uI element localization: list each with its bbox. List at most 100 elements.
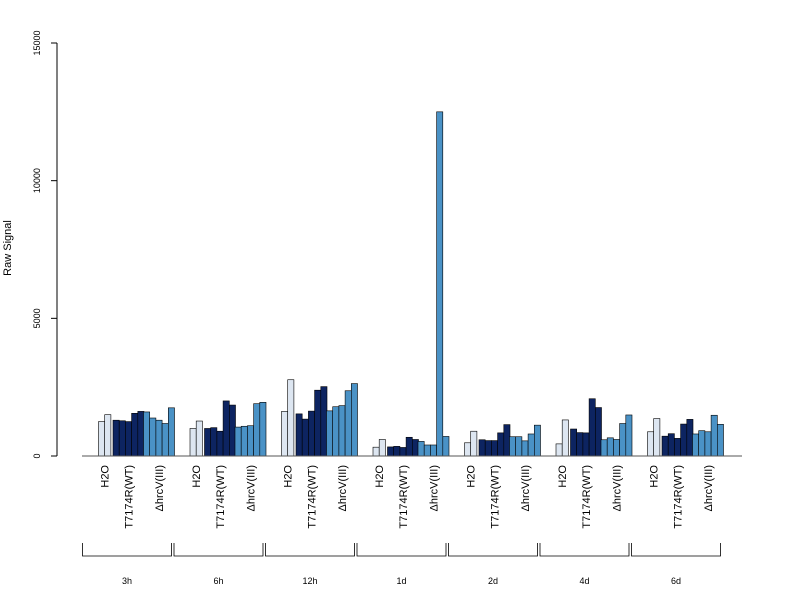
bar	[222, 400, 230, 457]
bar	[647, 431, 654, 457]
bar	[680, 423, 688, 457]
bar	[588, 398, 596, 457]
bar	[259, 402, 267, 457]
bar	[484, 440, 492, 457]
bar	[423, 444, 431, 457]
group-label: ΔhrcV(III)	[429, 465, 441, 511]
group-label: ΔhrcV(III)	[703, 465, 715, 511]
bar	[104, 414, 112, 457]
group-label: T7174R(WT)	[398, 465, 410, 529]
bar	[521, 440, 529, 457]
bar	[527, 433, 535, 457]
bar	[436, 111, 444, 457]
time-bracket	[539, 543, 630, 557]
bar	[698, 430, 706, 457]
time-label: 6d	[671, 576, 681, 586]
group-label: ΔhrcV(III)	[337, 465, 349, 511]
bar	[393, 446, 401, 457]
time-label: 12h	[302, 576, 317, 586]
time-bracket	[82, 543, 172, 557]
bar	[301, 418, 309, 457]
y-axis: 0 5000 10000 15000	[32, 30, 58, 459]
bar	[240, 425, 248, 457]
bar	[314, 389, 322, 457]
bar	[716, 424, 724, 457]
group-labels: H2O T7174R(WT) ΔhrcV(III) H2O T7174R(WT) Δhrc…	[100, 465, 715, 529]
bar	[509, 436, 516, 457]
bar	[625, 414, 633, 457]
bar	[168, 407, 175, 457]
bar	[287, 379, 295, 457]
bars	[98, 111, 724, 457]
bar	[417, 441, 425, 457]
bar	[326, 410, 333, 457]
bar	[378, 439, 386, 457]
time-label: 6h	[213, 576, 223, 586]
bar	[613, 439, 620, 457]
group-label: ΔhrcV(III)	[246, 465, 258, 511]
bar	[478, 439, 486, 457]
bar	[204, 428, 211, 457]
bar	[576, 432, 584, 457]
bar	[411, 439, 419, 457]
group-label: ΔhrcV(III)	[520, 465, 532, 511]
bar	[229, 404, 236, 457]
bar	[667, 433, 675, 457]
bar	[430, 444, 437, 457]
bar	[320, 386, 328, 457]
bar	[137, 411, 145, 457]
bar	[464, 442, 471, 457]
group-label: H2O	[283, 465, 295, 488]
bar	[387, 446, 394, 457]
bar	[253, 403, 261, 457]
bar	[399, 447, 407, 457]
bar	[561, 419, 569, 457]
time-brackets: 3h 6h 12h 1d 2d 4d 6d	[82, 543, 721, 586]
y-tick-label: 10000	[32, 168, 42, 193]
bar	[372, 446, 380, 457]
bar	[619, 423, 627, 457]
bar	[491, 440, 498, 457]
y-tick-label: 0	[32, 453, 42, 458]
time-bracket	[631, 543, 721, 557]
group-label: T7174R(WT)	[215, 465, 227, 529]
bar	[189, 428, 197, 457]
group-label: H2O	[466, 465, 478, 488]
bar	[533, 424, 541, 457]
bar	[247, 425, 254, 457]
time-label: 4d	[579, 576, 589, 586]
bar	[600, 439, 608, 457]
group-label: H2O	[649, 465, 661, 488]
bar	[98, 421, 105, 457]
bar	[555, 443, 563, 457]
group-label: T7174R(WT)	[581, 465, 593, 529]
bar	[332, 406, 340, 457]
bar	[470, 430, 478, 457]
bar	[210, 427, 218, 457]
bar	[112, 419, 120, 457]
bar	[350, 383, 358, 457]
bar	[338, 405, 346, 457]
time-label: 3h	[122, 576, 132, 586]
bar	[344, 390, 352, 457]
bar	[442, 436, 450, 457]
group-label: ΔhrcV(III)	[154, 465, 166, 511]
bar	[281, 411, 288, 457]
group-label: H2O	[100, 465, 112, 488]
group-label: H2O	[557, 465, 569, 488]
bar	[606, 437, 614, 457]
bar	[661, 435, 669, 457]
time-bracket	[448, 543, 538, 557]
bar	[503, 424, 511, 457]
bar	[125, 421, 132, 457]
group-label: ΔhrcV(III)	[612, 465, 624, 511]
bar	[594, 407, 602, 457]
time-bracket	[173, 543, 264, 557]
group-label: T7174R(WT)	[490, 465, 502, 529]
bar	[143, 411, 150, 457]
group-label: T7174R(WT)	[673, 465, 685, 529]
bar	[570, 428, 577, 457]
group-label: H2O	[191, 465, 203, 488]
bar	[692, 433, 699, 457]
